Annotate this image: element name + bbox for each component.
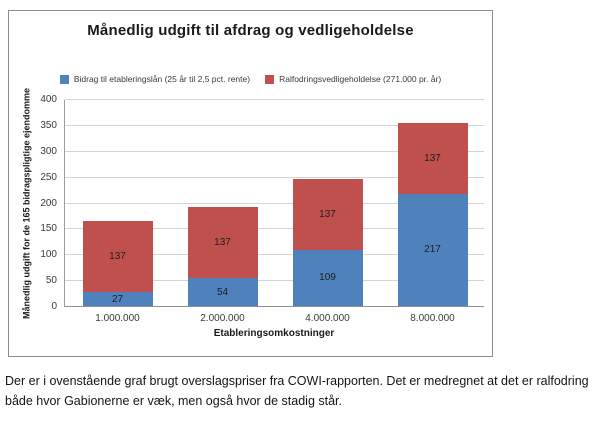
plot-area: 27 137 1.000.000 54 137 2.000.000 109 137 4.000.… [64,99,484,324]
gridline [65,280,484,282]
gridline [65,124,484,126]
y-tick-label: 300 [40,145,57,157]
bar-segment: 137 [292,178,363,250]
chart: Månedlig udgift til afdrag og vedligehol… [8,10,493,357]
gridline [65,99,484,100]
bar-value-label: 217 [424,244,441,256]
gridline [65,176,484,178]
y-tick-label: 350 [40,119,57,131]
y-tick-label: 0 [51,301,57,312]
y-tick-label: 400 [40,94,57,105]
y-tick-label: 200 [40,197,57,209]
x-tick-label: 8.000.000 [410,313,455,324]
gridline [65,150,484,152]
bar-segment: 54 [187,278,258,306]
y-tick-label: 250 [40,171,57,183]
bar-segment: 27 [82,292,153,306]
bar-segment: 137 [397,122,468,194]
x-tick-label: 2.000.000 [200,313,245,324]
y-axis-tick-labels: 0 50 100 150 200 250 300 350 400 [9,94,57,312]
legend-label: Ralfodringsvedligeholdelse (271.000 pr. … [279,74,442,84]
bar-value-label: 54 [216,286,229,298]
legend-label: Bidrag til etableringslån (25 år til 2,5… [73,74,251,84]
caption-text: Der er i ovenstående graf brugt overslag… [5,374,589,408]
x-tick-label: 1.000.000 [95,313,140,324]
bar-value-label: 137 [319,208,336,220]
bar-value-label: 27 [111,293,124,305]
chart-title: Månedlig udgift til afdrag og vedligehol… [87,22,414,39]
bar-value-label: 109 [319,272,336,284]
bar-value-label: 137 [424,152,441,164]
bar-value-label: 137 [109,251,126,263]
bar-segment: 137 [187,207,258,279]
bar-value-label: 137 [214,237,231,249]
bar-segment: 109 [292,249,363,306]
gridline [65,228,484,230]
legend-item: Ralfodringsvedligeholdelse (271.000 pr. … [265,74,441,84]
gridline [65,254,484,256]
x-axis-title: Etableringsomkostninger [213,328,335,339]
bar-segment: 217 [397,193,468,306]
y-tick-label: 150 [40,223,57,235]
gridline [65,202,484,204]
y-tick-label: 100 [40,249,57,261]
y-tick-label: 50 [45,275,57,287]
x-tick-label: 4.000.000 [305,313,350,324]
legend-swatch-icon [59,74,69,84]
legend-item: Bidrag til etableringslån (25 år til 2,5… [59,74,251,84]
legend-swatch-icon [265,74,275,84]
bar-segment: 137 [82,221,153,293]
y-axis-title: Månedlig udgift for de 165 bidragspligti… [21,87,32,320]
chart-legend: Bidrag til etableringslån (25 år til 2,5… [9,74,492,84]
